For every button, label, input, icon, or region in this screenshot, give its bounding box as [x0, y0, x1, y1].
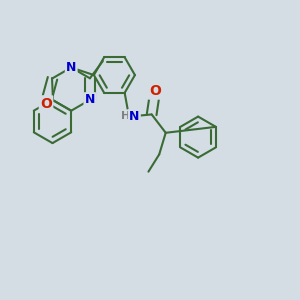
Text: N: N	[85, 93, 95, 106]
Text: H: H	[121, 110, 130, 121]
Text: N: N	[129, 110, 140, 123]
Text: O: O	[40, 97, 52, 111]
Text: N: N	[66, 61, 76, 74]
Text: O: O	[149, 84, 161, 98]
